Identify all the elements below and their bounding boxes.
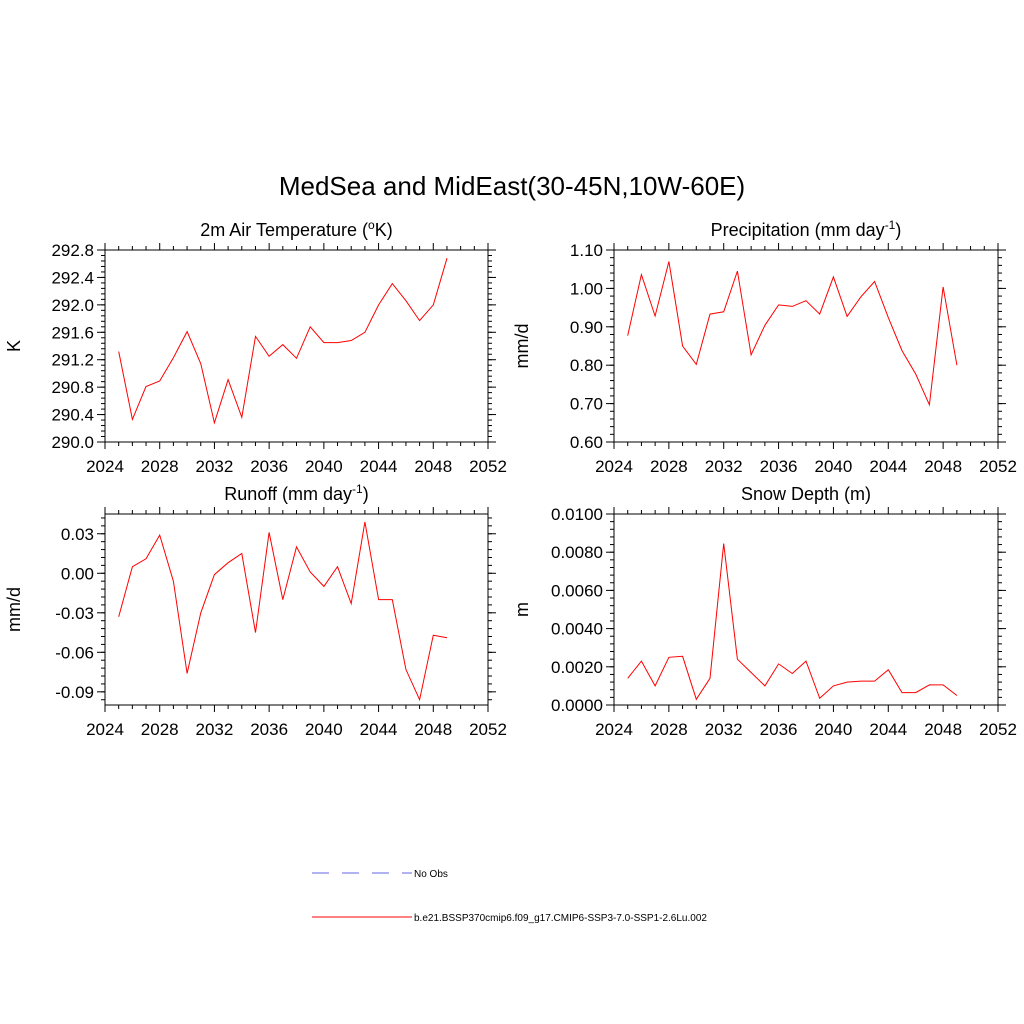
x-tick-label: 2048 — [924, 720, 962, 739]
x-tick-label: 2028 — [141, 720, 179, 739]
panel-title-main: Snow Depth (m) — [741, 484, 871, 504]
legend: No Obs b.e21.BSSP370cmip6.f09_g17.CMIP6-… — [312, 869, 707, 924]
x-tick-label: 2024 — [86, 457, 124, 476]
y-tick-label: 292.8 — [51, 241, 94, 260]
x-tick-label: 2032 — [196, 457, 234, 476]
y-tick-label: 0.90 — [570, 318, 603, 337]
series-line — [118, 521, 448, 702]
chart-panel-1: 2024 2028 2032 2036 2040 2044 2048 2052 290.0 290… — [4, 218, 507, 476]
series-line — [627, 261, 958, 407]
x-tick-label: 2048 — [924, 457, 962, 476]
panel-title-tail: K) — [375, 220, 393, 240]
x-tick-label: 2040 — [305, 720, 343, 739]
x-tick-label: 2040 — [815, 457, 853, 476]
x-tick-label: 2036 — [760, 457, 798, 476]
y-axis-label: mm/d — [4, 587, 24, 632]
y-tick-label: 0.0080 — [551, 543, 603, 562]
panel-title: Precipitation (mm day-1) — [711, 218, 902, 240]
plot-frame — [104, 249, 489, 443]
series-line — [118, 258, 448, 425]
x-tick-label: 2028 — [141, 457, 179, 476]
figure-title: MedSea and MidEast(30-45N,10W-60E) — [279, 171, 745, 201]
x-tick-label: 2024 — [86, 720, 124, 739]
y-axis-label: m — [512, 602, 532, 617]
series-line — [627, 543, 958, 701]
x-tick-label: 2052 — [979, 457, 1017, 476]
y-tick-label: 290.8 — [51, 378, 94, 397]
y-tick-label: 0.03 — [61, 525, 94, 544]
panel-title-main: Precipitation (mm day — [711, 220, 885, 240]
y-tick-label: 291.2 — [51, 351, 94, 370]
y-tick-label: 0.60 — [570, 433, 603, 452]
x-tick-label: 2028 — [650, 720, 688, 739]
y-axis-label: mm/d — [512, 324, 532, 369]
x-tick-label: 2032 — [705, 720, 743, 739]
y-tick-label: 292.0 — [51, 296, 94, 315]
y-tick-label: 292.4 — [51, 268, 94, 287]
panel-title-tail: ) — [363, 484, 369, 504]
x-tick-label: 2036 — [760, 720, 798, 739]
y-tick-label: 0.0000 — [551, 696, 603, 715]
y-tick-label: 0.00 — [61, 564, 94, 583]
y-tick-label: 1.00 — [570, 279, 603, 298]
y-tick-label: 0.70 — [570, 395, 603, 414]
x-tick-label: 2024 — [595, 457, 633, 476]
x-tick-label: 2048 — [414, 457, 452, 476]
y-tick-label: -0.03 — [55, 604, 94, 623]
chart-panel-4: 2024 2028 2032 2036 2040 2044 2048 2052 0.0000 0.… — [512, 484, 1017, 739]
x-tick-label: 2024 — [595, 720, 633, 739]
panel-title: 2m Air Temperature (oK) — [200, 218, 392, 240]
panel-title-superscript: -1 — [885, 218, 896, 232]
y-tick-label: 0.80 — [570, 356, 603, 375]
legend-obs-label: No Obs — [414, 869, 448, 880]
y-tick-label: 0.0100 — [551, 505, 603, 524]
x-tick-label: 2040 — [305, 457, 343, 476]
legend-model-label: b.e21.BSSP370cmip6.f09_g17.CMIP6-SSP3-7.… — [414, 913, 707, 924]
x-tick-label: 2052 — [979, 720, 1017, 739]
x-tick-label: 2044 — [360, 457, 398, 476]
y-tick-label: -0.09 — [55, 683, 94, 702]
y-tick-label: 290.0 — [51, 433, 94, 452]
x-tick-label: 2044 — [869, 720, 907, 739]
x-tick-label: 2032 — [196, 720, 234, 739]
y-tick-label: -0.06 — [55, 643, 94, 662]
x-tick-label: 2048 — [414, 720, 452, 739]
panels: 2024 2028 2032 2036 2040 2044 2048 2052 290.0 290… — [4, 218, 1017, 739]
panel-title-main: 2m Air Temperature ( — [200, 220, 368, 240]
panel-title: Snow Depth (m) — [741, 484, 871, 504]
x-tick-label: 2040 — [815, 720, 853, 739]
x-tick-label: 2052 — [469, 720, 507, 739]
y-axis-label: K — [4, 340, 24, 352]
y-tick-label: 0.0020 — [551, 658, 603, 677]
y-tick-label: 0.0060 — [551, 581, 603, 600]
x-tick-label: 2036 — [250, 457, 288, 476]
x-tick-label: 2052 — [469, 457, 507, 476]
x-tick-label: 2044 — [360, 720, 398, 739]
chart-panel-3: 2024 2028 2032 2036 2040 2044 2048 2052 -0.09 -0.… — [4, 482, 507, 739]
plot-frame — [613, 513, 999, 706]
panel-title-superscript: o — [368, 218, 375, 232]
x-tick-label: 2036 — [250, 720, 288, 739]
panel-title-main: Runoff (mm day — [224, 484, 352, 504]
panel-title: Runoff (mm day-1) — [224, 482, 368, 504]
y-tick-label: 290.4 — [51, 406, 94, 425]
x-tick-label: 2028 — [650, 457, 688, 476]
panel-title-tail: ) — [895, 220, 901, 240]
panel-title-superscript: -1 — [352, 482, 363, 496]
y-tick-label: 0.0040 — [551, 620, 603, 639]
x-tick-label: 2032 — [705, 457, 743, 476]
y-tick-label: 291.6 — [51, 323, 94, 342]
x-tick-label: 2044 — [869, 457, 907, 476]
y-tick-label: 1.10 — [570, 241, 603, 260]
chart-panel-2: 2024 2028 2032 2036 2040 2044 2048 2052 0.60 0.70… — [512, 218, 1017, 476]
